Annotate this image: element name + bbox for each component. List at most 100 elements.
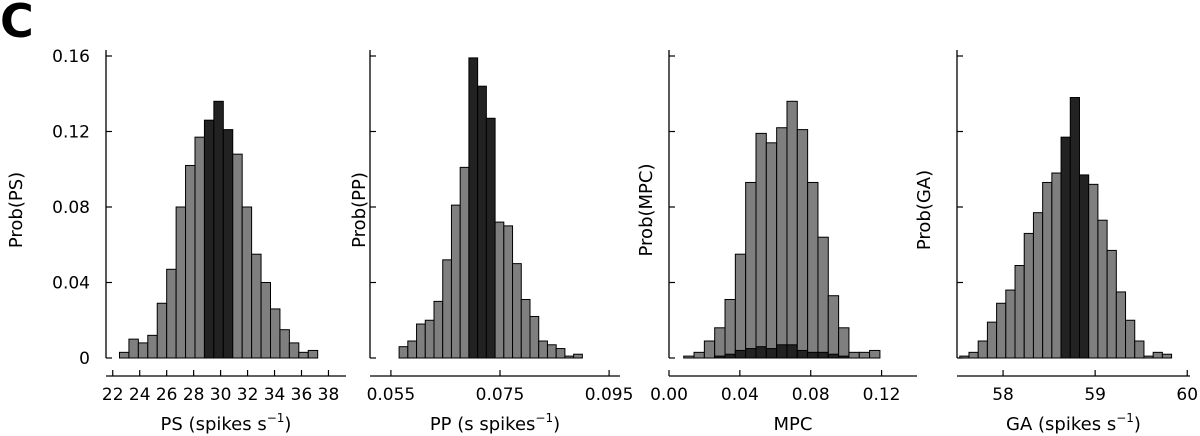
histogram-bar <box>848 351 860 359</box>
y-axis-label: Prob(MPC) <box>636 164 657 257</box>
histogram-bar <box>968 351 979 359</box>
histogram-bar <box>407 340 418 359</box>
overlay-bar <box>755 346 767 359</box>
y-tick-label: 0.08 <box>52 198 90 218</box>
highlight-bar <box>1078 174 1090 359</box>
histogram-bar <box>147 334 158 359</box>
histogram-bar <box>398 346 409 359</box>
x-tick-label: 60 <box>1176 385 1198 405</box>
x-axis-label: PS (spikes s−1) <box>161 411 292 435</box>
histogram-bar <box>494 221 505 359</box>
histogram-bar <box>512 263 522 359</box>
histogram-bar <box>538 340 548 359</box>
x-axis-label: PP (s spikes−1) <box>430 411 560 435</box>
x-tick-label: 30 <box>210 385 232 405</box>
histogram-bar <box>416 323 426 359</box>
histogram-bar <box>796 129 809 359</box>
histogram-bar <box>137 342 149 359</box>
histogram-bar <box>724 298 736 359</box>
histogram-bar <box>520 298 531 359</box>
x-tick-label: 0.055 <box>367 385 416 405</box>
histogram-bar <box>693 351 705 359</box>
histogram-bar <box>156 302 168 359</box>
x-tick-label: 38 <box>318 385 340 405</box>
histogram-bar <box>1051 172 1062 359</box>
x-axis-label: MPC <box>774 414 813 435</box>
y-tick-label: 0 <box>79 349 90 369</box>
highlight-bar <box>213 100 224 359</box>
histogram-bar <box>786 100 798 359</box>
histogram-bar <box>1134 340 1145 359</box>
x-tick-label: 0.04 <box>721 385 759 405</box>
histogram-bar <box>529 315 540 359</box>
highlight-bar <box>203 119 215 359</box>
x-tick-label: 0.12 <box>863 385 901 405</box>
x-tick-label: 0.095 <box>585 385 634 405</box>
highlight-bar <box>1069 97 1080 359</box>
x-tick-label: 26 <box>156 385 178 405</box>
histogram-bar <box>827 295 840 359</box>
histogram-bar <box>433 300 444 359</box>
histogram-bar <box>755 132 767 359</box>
overlay-bar <box>817 351 829 359</box>
histogram-bar <box>703 340 716 359</box>
histogram-bar <box>714 327 726 359</box>
histogram-bar <box>260 282 271 359</box>
histogram-bar <box>765 142 778 359</box>
histogram-bar <box>996 302 1007 359</box>
histogram-bar <box>424 319 435 359</box>
histogram-bar <box>232 153 243 359</box>
histogram-bar <box>1161 353 1173 359</box>
histogram-bar <box>555 348 566 359</box>
histogram-bar <box>1014 265 1025 359</box>
x-tick-label: 36 <box>291 385 313 405</box>
overlay-bar <box>714 355 726 359</box>
x-tick-label: 22 <box>102 385 124 405</box>
highlight-bar <box>485 117 496 359</box>
overlay-bar <box>786 344 798 359</box>
overlay-bar <box>807 351 819 359</box>
histogram-bar <box>194 136 205 359</box>
y-tick-label: 0.16 <box>52 47 90 67</box>
histogram-bar <box>573 353 583 359</box>
x-tick-label: 0.08 <box>792 385 830 405</box>
histogram-bar <box>298 351 309 359</box>
histogram-panel-2: Prob(PP) 0.055 0.075 0.095 PP (s spikes−1) <box>349 50 633 435</box>
overlay-bar <box>724 353 736 359</box>
histogram-bar <box>1125 319 1136 359</box>
histogram-bar <box>858 351 871 359</box>
y-axis-label: Prob(PS) <box>6 172 27 248</box>
y-tick-label: 0.12 <box>52 123 90 143</box>
histogram-bar <box>279 329 290 359</box>
overlay-bar <box>776 344 788 359</box>
histogram-bar <box>118 351 130 359</box>
histogram-bar <box>1042 181 1053 359</box>
histogram-bar <box>1005 289 1016 359</box>
histogram-bar <box>546 344 557 359</box>
histogram-bar <box>166 268 177 359</box>
histogram-bar <box>128 338 139 359</box>
overlay-bar <box>734 349 747 359</box>
x-axis-label: GA (spikes s−1) <box>1006 411 1141 435</box>
histogram-bar <box>185 164 196 359</box>
histogram-panel-3: Prob(MPC) 0.00 0.04 0.08 0.12 MPC <box>636 50 917 435</box>
histogram-bar <box>1106 249 1117 359</box>
histogram-bar <box>1097 219 1108 359</box>
histogram-bar <box>241 206 253 359</box>
histogram-bar <box>1088 183 1099 359</box>
histogram-bar <box>175 206 187 359</box>
y-axis-label: Prob(PP) <box>349 172 370 248</box>
histogram-bar <box>817 236 829 359</box>
highlight-bar <box>1060 136 1071 359</box>
histogram-bar <box>776 127 788 359</box>
x-tick-label: 32 <box>237 385 259 405</box>
x-tick-label: 34 <box>264 385 286 405</box>
overlay-bar <box>827 353 840 359</box>
histogram-bar <box>745 181 757 359</box>
histogram-bar <box>459 166 470 359</box>
overlay-bar <box>796 349 809 359</box>
x-tick-label: 58 <box>992 385 1014 405</box>
histogram-bar <box>734 253 747 359</box>
